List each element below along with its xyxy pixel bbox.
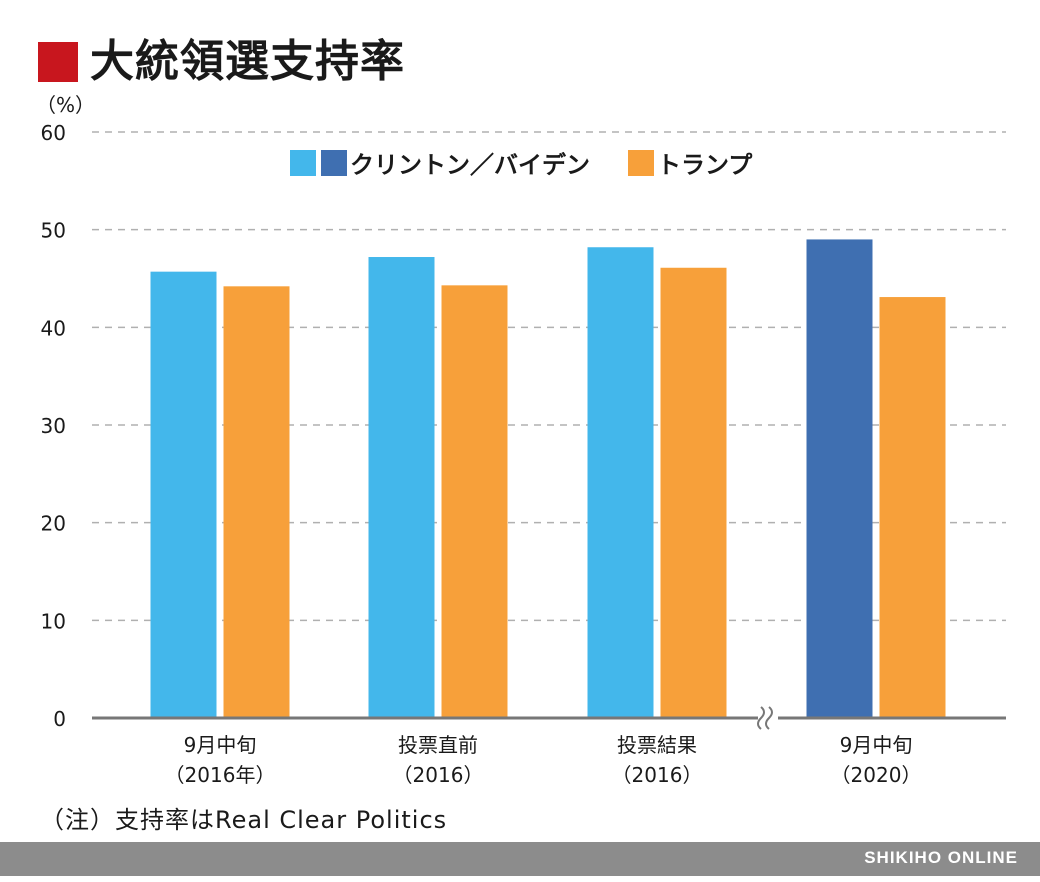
y-unit-label: （%）	[36, 93, 95, 117]
footer-brand: SHIKIHO ONLINE	[864, 848, 1018, 867]
legend-swatch	[290, 150, 316, 176]
bar-trump	[660, 267, 727, 718]
x-category-label: （2016）	[612, 763, 703, 787]
y-tick-label: 40	[41, 316, 66, 340]
y-tick-label: 30	[41, 414, 66, 438]
bar-clinton-biden	[150, 271, 217, 718]
source-note: （注）支持率はReal Clear Politics	[40, 806, 448, 834]
legend: クリントン／バイデン トランプ	[290, 150, 753, 179]
legend-label: クリントン／バイデン	[350, 151, 590, 179]
legend-swatch	[321, 150, 347, 176]
x-category-label: 投票結果	[617, 733, 697, 757]
x-category-label: 9月中旬	[184, 733, 257, 757]
x-category-label: （2016年）	[165, 763, 276, 787]
chart-title: 大統領選支持率	[38, 36, 405, 88]
y-tick-label: 60	[41, 121, 66, 145]
title-marker-square	[38, 42, 78, 82]
grid-lines	[92, 131, 1006, 622]
y-tick-label: 50	[41, 219, 66, 243]
x-category-label: 9月中旬	[840, 733, 913, 757]
footer-bar: SHIKIHO ONLINE	[0, 842, 1040, 876]
x-category-label: （2016）	[393, 763, 484, 787]
y-tick-label: 20	[41, 512, 66, 536]
bar-trump	[441, 285, 508, 718]
bars	[150, 239, 946, 718]
y-tick-label: 10	[41, 609, 66, 633]
y-tick-label: 0	[53, 707, 66, 731]
x-category-label: 投票直前	[398, 733, 478, 757]
bar-trump	[879, 297, 946, 718]
bar-clinton-biden	[368, 257, 435, 718]
legend-swatch	[628, 150, 654, 176]
legend-label: トランプ	[657, 151, 753, 179]
x-category-label: （2020）	[831, 763, 922, 787]
axis-break-mark	[757, 706, 765, 730]
bar-trump	[223, 286, 290, 718]
bar-clinton-biden	[806, 239, 873, 718]
bar-clinton-biden	[587, 247, 654, 718]
bar-chart: 0 10 20 30 40 50 60 9月中旬 （2016年） 投票直前 （2016） 投票結果 （2…	[36, 93, 1006, 787]
axis-break-mark	[765, 706, 773, 730]
title-text: 大統領選支持率	[90, 36, 405, 87]
axes: 0 10 20 30 40 50 60 9月中旬 （2016年） 投票直前 （2016） 投票結果 （2…	[41, 121, 1006, 787]
